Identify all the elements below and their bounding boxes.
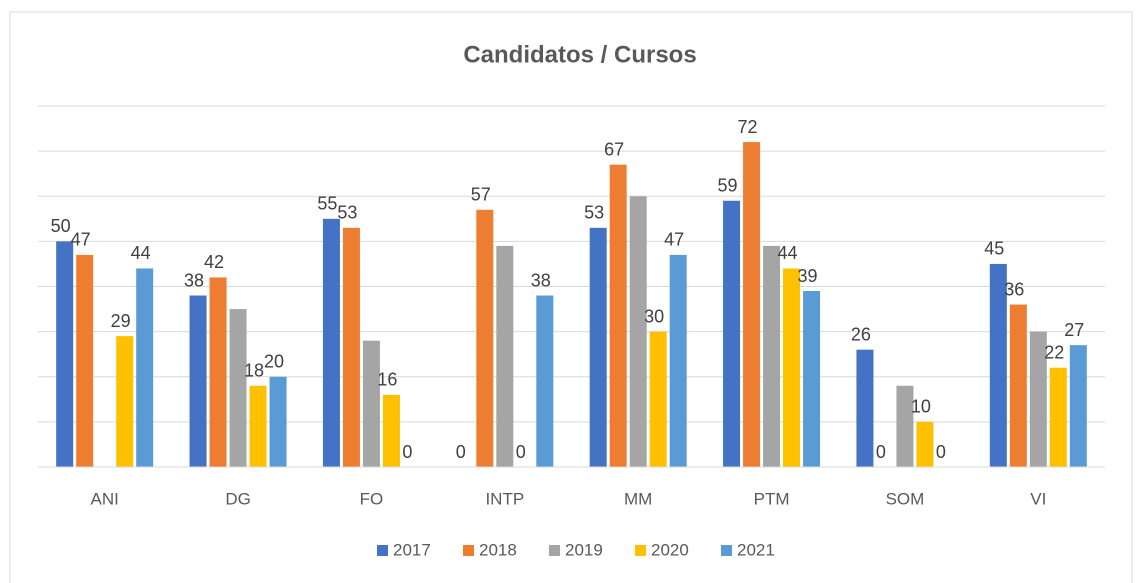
data-label: 42 — [204, 252, 224, 272]
data-label: 55 — [317, 194, 337, 214]
bar — [589, 227, 607, 467]
bar — [803, 291, 821, 467]
legend-swatch — [635, 545, 646, 556]
bar — [382, 394, 400, 467]
legend-swatch — [463, 545, 474, 556]
data-label: 67 — [604, 139, 624, 159]
data-label: 22 — [1044, 342, 1064, 362]
bar — [896, 385, 914, 467]
bar — [783, 268, 801, 467]
bar — [989, 263, 1007, 467]
data-label: 16 — [377, 370, 397, 390]
bar — [269, 376, 287, 467]
legend-label: 2020 — [651, 540, 689, 559]
bar — [249, 385, 267, 467]
data-label: 44 — [778, 243, 798, 263]
bar — [496, 245, 514, 467]
legend-label: 2017 — [393, 540, 431, 559]
data-label: 47 — [71, 230, 91, 250]
data-label: 38 — [531, 270, 551, 290]
bar — [1069, 345, 1087, 467]
data-label: 0 — [876, 442, 886, 462]
bar — [322, 218, 340, 467]
bar — [649, 331, 667, 467]
bar — [209, 277, 227, 467]
x-tick-label: VI — [1030, 489, 1046, 508]
legend-swatch — [549, 545, 560, 556]
legend-label: 2021 — [737, 540, 775, 559]
x-tick-label: DG — [225, 489, 251, 508]
data-label: 10 — [911, 397, 931, 417]
bar — [229, 309, 247, 467]
data-label: 0 — [936, 442, 946, 462]
bar — [56, 241, 74, 467]
data-label: 0 — [402, 442, 412, 462]
x-tick-label: FO — [360, 489, 384, 508]
data-label: 45 — [984, 239, 1004, 259]
bar — [1029, 331, 1047, 467]
legend-swatch — [377, 545, 388, 556]
bar — [342, 227, 360, 467]
chart-frame — [9, 11, 1133, 583]
data-label: 36 — [1004, 279, 1024, 299]
x-tick-label: SOM — [886, 489, 925, 508]
bar — [1009, 304, 1027, 467]
data-label: 27 — [1064, 320, 1084, 340]
data-label: 53 — [337, 203, 357, 223]
bar — [1049, 367, 1067, 467]
data-label: 47 — [664, 230, 684, 250]
legend-label: 2018 — [479, 540, 517, 559]
chart-title: Candidatos / Cursos — [463, 41, 696, 68]
bar — [669, 254, 687, 467]
data-label: 26 — [851, 324, 871, 344]
data-label: 30 — [644, 306, 664, 326]
bar — [916, 421, 934, 467]
data-label: 0 — [456, 442, 466, 462]
bar — [743, 142, 761, 467]
data-label: 18 — [244, 361, 264, 381]
data-label: 59 — [718, 176, 738, 196]
x-tick-label: MM — [624, 489, 652, 508]
data-label: 29 — [111, 311, 131, 331]
bar — [723, 200, 741, 467]
bar — [76, 254, 94, 467]
bar — [116, 336, 134, 467]
bar — [189, 295, 207, 467]
x-tick-label: ANI — [91, 489, 119, 508]
data-label: 20 — [264, 352, 284, 372]
x-tick-label: INTP — [485, 489, 524, 508]
bar — [476, 209, 494, 467]
legend-label: 2019 — [565, 540, 603, 559]
bar — [362, 340, 380, 467]
data-label: 0 — [516, 442, 526, 462]
data-label: 72 — [738, 117, 758, 137]
data-label: 44 — [131, 243, 151, 263]
bar — [763, 245, 781, 467]
data-label: 50 — [51, 216, 71, 236]
bar — [629, 196, 647, 467]
x-tick-label: PTM — [754, 489, 790, 508]
bar — [136, 268, 154, 467]
legend-swatch — [721, 545, 732, 556]
data-label: 53 — [584, 203, 604, 223]
bar — [856, 349, 874, 467]
bar — [609, 164, 627, 467]
data-label: 38 — [184, 270, 204, 290]
bar — [536, 295, 554, 467]
data-label: 39 — [798, 266, 818, 286]
data-label: 57 — [471, 185, 491, 205]
